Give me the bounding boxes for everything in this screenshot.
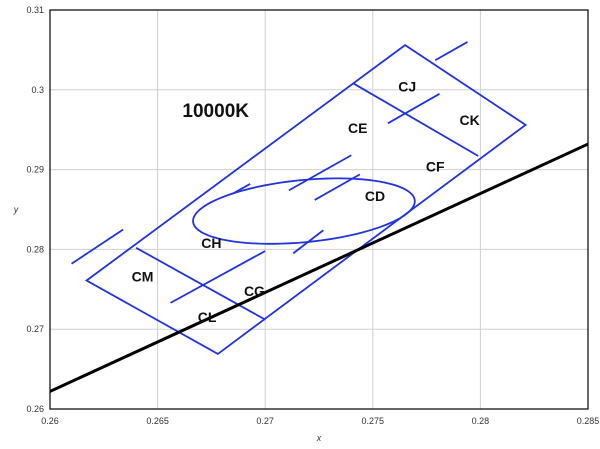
region-label-cd: CD <box>365 188 385 204</box>
bin-divider-line <box>170 250 266 304</box>
y-tick-label: 0.29 <box>26 165 44 175</box>
y-tick-label: 0.3 <box>31 85 44 95</box>
x-tick-label: 0.265 <box>146 416 169 426</box>
bin-outline-group <box>71 41 528 356</box>
gridlines <box>49 9 589 410</box>
region-label-cg: CG <box>244 283 265 299</box>
ellipse-outline <box>192 177 416 245</box>
bin-divider-line <box>434 41 468 62</box>
y-tick-label: 0.28 <box>26 244 44 254</box>
x-axis-label: x <box>316 433 322 443</box>
x-tick-label: 0.27 <box>256 416 274 426</box>
bin-divider-line <box>314 173 361 201</box>
x-tick-label: 0.28 <box>472 416 490 426</box>
plot-area-border <box>49 9 589 410</box>
bin-divider-line <box>232 183 251 195</box>
bin-divider-line <box>292 229 324 255</box>
region-label-cl: CL <box>198 309 217 325</box>
bin-divider-line <box>71 228 124 265</box>
blackbody-locus-line <box>49 142 589 393</box>
region-label-ch: CH <box>201 235 221 251</box>
bin-divider-line <box>387 93 440 125</box>
region-label-cm: CM <box>132 269 154 285</box>
region-labels: CJ CE CK CF CD CH CM CG CL <box>132 79 480 326</box>
x-tick-label: 0.285 <box>577 416 600 426</box>
y-tick-label: 0.31 <box>26 5 44 15</box>
cct-label: 10000K <box>182 101 249 122</box>
region-label-ck: CK <box>460 112 480 128</box>
tick-labels: 0.26 0.265 0.27 0.275 0.28 0.285 0.26 0.27 0.28 0… <box>26 5 599 426</box>
y-axis-label: y <box>13 205 19 215</box>
region-label-cj: CJ <box>398 79 416 95</box>
y-tick-label: 0.26 <box>26 404 44 414</box>
bin-divider-line <box>135 247 266 321</box>
bin-divider-line <box>288 154 352 192</box>
x-tick-label: 0.26 <box>41 416 59 426</box>
region-label-ce: CE <box>348 120 367 136</box>
y-tick-label: 0.27 <box>26 324 44 334</box>
quadrangle-outline <box>84 44 528 356</box>
bin-divider-line <box>352 82 479 157</box>
x-tick-label: 0.275 <box>362 416 385 426</box>
region-label-cf: CF <box>426 158 445 174</box>
